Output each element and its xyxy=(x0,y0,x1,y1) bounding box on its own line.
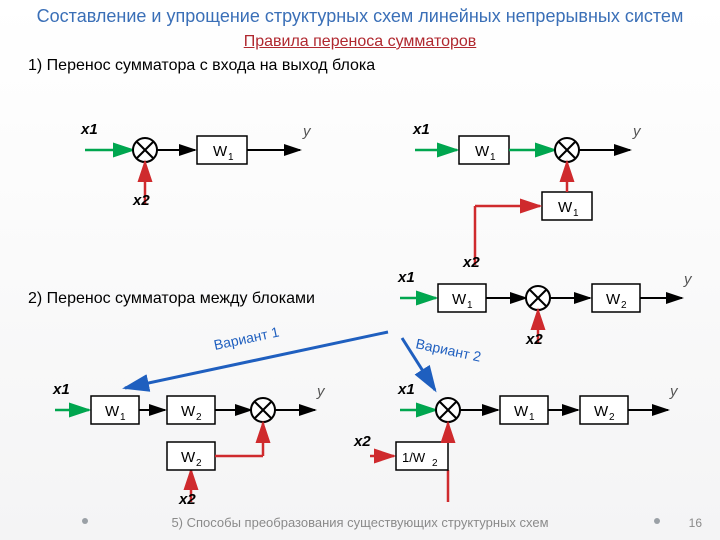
svg-text:y: y xyxy=(316,383,326,400)
diag2-variant1: W1 W2 W2 x1 x2 y xyxy=(52,381,326,508)
svg-text:x2: x2 xyxy=(132,192,150,209)
svg-text:x1: x1 xyxy=(397,381,415,398)
svg-text:1/W: 1/W xyxy=(402,450,426,465)
svg-text:1: 1 xyxy=(490,152,496,163)
svg-text:y: y xyxy=(632,123,642,140)
svg-text:y: y xyxy=(669,383,679,400)
page-number: 16 xyxy=(689,516,702,530)
svg-text:x1: x1 xyxy=(397,269,415,286)
svg-text:2: 2 xyxy=(196,412,202,423)
footer-bullet-right xyxy=(654,518,660,524)
diag1-left: W 1 x1 x2 y xyxy=(80,121,312,209)
svg-text:W: W xyxy=(181,449,196,466)
svg-text:1: 1 xyxy=(529,412,535,423)
svg-text:W: W xyxy=(558,199,573,216)
svg-text:2: 2 xyxy=(432,458,438,469)
svg-text:2: 2 xyxy=(609,412,615,423)
svg-text:x1: x1 xyxy=(412,121,430,138)
svg-text:W: W xyxy=(606,291,621,308)
diag2-variant2: W1 W2 1/W2 x1 x2 y xyxy=(353,381,679,502)
svg-text:1: 1 xyxy=(467,300,473,311)
variant-arrows: Вариант 1 Вариант 2 xyxy=(125,323,483,390)
diag1-right: W1 x1 y W1 x2 xyxy=(412,121,642,271)
svg-text:2: 2 xyxy=(621,300,627,311)
diag2-original: W1 x2 W2 x1 y xyxy=(397,269,693,348)
diagram-canvas: W 1 x1 x2 y W1 x1 y W1 x2 2) Перенос сум… xyxy=(0,0,720,540)
rule-2-text: 2) Перенос сумматора между блоками xyxy=(28,290,360,308)
svg-text:W: W xyxy=(514,403,529,420)
svg-text:x2: x2 xyxy=(353,433,371,450)
svg-text:1: 1 xyxy=(228,152,234,163)
svg-text:W: W xyxy=(213,143,228,160)
svg-text:W: W xyxy=(452,291,467,308)
svg-text:y: y xyxy=(683,271,693,288)
svg-text:y: y xyxy=(302,123,312,140)
footer-text: 5) Способы преобразования существующих с… xyxy=(0,515,720,530)
svg-text:W: W xyxy=(181,403,196,420)
svg-text:2: 2 xyxy=(196,458,202,469)
svg-text:x1: x1 xyxy=(52,381,70,398)
variant1-label: Вариант 1 xyxy=(212,323,280,352)
svg-text:x2: x2 xyxy=(462,254,480,271)
svg-text:W: W xyxy=(594,403,609,420)
svg-text:x2: x2 xyxy=(525,331,543,348)
variant2-label: Вариант 2 xyxy=(414,335,482,364)
svg-text:1: 1 xyxy=(573,208,579,219)
svg-text:1: 1 xyxy=(120,412,126,423)
svg-text:W: W xyxy=(475,143,490,160)
svg-text:W: W xyxy=(105,403,120,420)
svg-text:x2: x2 xyxy=(178,491,196,508)
svg-text:x1: x1 xyxy=(80,121,98,138)
